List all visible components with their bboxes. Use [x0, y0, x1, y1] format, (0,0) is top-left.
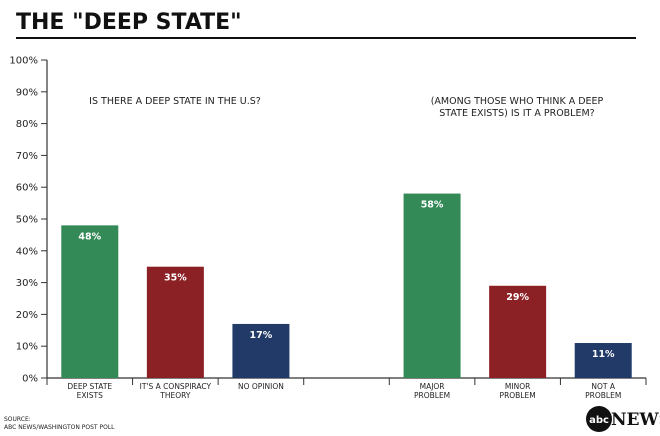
category-label: THEORY [159, 391, 191, 400]
y-tick-label: 50% [16, 215, 38, 226]
svg-text:NEWS: NEWS [611, 410, 660, 430]
y-tick-label: 0% [22, 374, 38, 385]
chart-title: THE "DEEP STATE" [16, 10, 242, 35]
y-tick-label: 80% [16, 119, 38, 130]
y-tick-label: 40% [16, 246, 38, 257]
panel-subtitle: (AMONG THOSE WHO THINK A DEEP [431, 96, 604, 107]
panel-subtitle: STATE EXISTS) IS IT A PROBLEM? [439, 108, 594, 119]
y-tick-label: 30% [16, 278, 38, 289]
y-tick-label: 90% [16, 87, 38, 98]
bar-value-label: 29% [506, 292, 529, 303]
svg-text:abc: abc [589, 415, 609, 426]
bar-value-label: 11% [592, 349, 615, 360]
abc-news-logo: abc NEWS [586, 406, 660, 432]
category-label: MINOR [505, 382, 530, 391]
category-label: MAJOR [420, 382, 445, 391]
source-text: ABC NEWS/WASHINGTON POST POLL [4, 424, 115, 431]
bar-value-label: 35% [164, 273, 187, 284]
category-label: NOT A [591, 382, 615, 391]
bar-value-label: 17% [250, 330, 273, 341]
category-label: PROBLEM [414, 391, 450, 400]
bar [232, 323, 290, 378]
bar-value-label: 58% [421, 200, 444, 211]
bars: 48% 35% 17% 58% 29% 11% [61, 193, 632, 378]
bar [146, 266, 204, 378]
category-label: DEEP STATE [67, 382, 112, 391]
axes: 0% 10% 20% 30% 40% 50% 60% 70% 80% 90% 100% IS THER… [9, 56, 647, 400]
category-label: IT'S A CONSPIRACY [140, 382, 212, 391]
category-label: PROBLEM [500, 391, 536, 400]
y-tick-label: 70% [16, 151, 38, 162]
panel-subtitle: IS THERE A DEEP STATE IN THE U.S? [89, 96, 261, 107]
bar [489, 285, 547, 378]
category-label: EXISTS [77, 391, 103, 400]
bar [403, 193, 461, 378]
bar [574, 343, 632, 378]
y-tick-label: 20% [16, 310, 38, 321]
y-tick-label: 100% [9, 56, 38, 67]
bar [61, 225, 119, 378]
bar-value-label: 48% [78, 231, 101, 242]
y-tick-label: 60% [16, 183, 38, 194]
category-label: PROBLEM [585, 391, 621, 400]
source-label: SOURCE: [4, 416, 31, 423]
y-tick-label: 10% [16, 342, 38, 353]
category-label: NO OPINION [238, 382, 284, 391]
